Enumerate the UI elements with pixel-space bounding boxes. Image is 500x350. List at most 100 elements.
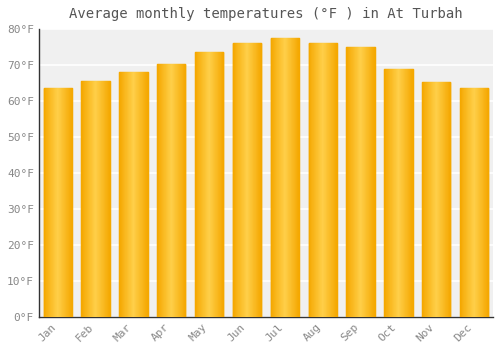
Bar [444, 82, 445, 317]
Bar [255, 43, 256, 317]
Bar [321, 43, 322, 317]
Bar [308, 43, 309, 317]
Bar [374, 47, 375, 317]
Bar [481, 89, 482, 317]
Bar [287, 38, 288, 317]
Bar [428, 82, 429, 317]
Bar [244, 43, 246, 317]
Bar [208, 52, 209, 317]
Bar [209, 52, 210, 317]
Bar [65, 89, 66, 317]
Bar [95, 81, 96, 317]
Bar [185, 64, 186, 317]
Bar [195, 52, 196, 317]
Bar [328, 43, 329, 317]
Bar [241, 43, 242, 317]
Bar [482, 89, 483, 317]
Bar [107, 81, 108, 317]
Bar [173, 64, 174, 317]
Bar [270, 38, 271, 317]
Bar [128, 72, 129, 317]
Bar [435, 82, 436, 317]
Bar [64, 89, 65, 317]
Bar [195, 52, 224, 317]
Bar [286, 38, 287, 317]
Bar [50, 89, 51, 317]
Bar [422, 82, 423, 317]
Bar [212, 52, 213, 317]
Bar [246, 43, 247, 317]
Bar [469, 89, 470, 317]
Bar [320, 43, 321, 317]
Bar [436, 82, 437, 317]
Bar [62, 89, 63, 317]
Bar [238, 43, 239, 317]
Bar [335, 43, 336, 317]
Bar [102, 81, 103, 317]
Bar [351, 47, 352, 317]
Bar [441, 82, 442, 317]
Bar [442, 82, 443, 317]
Bar [94, 81, 95, 317]
Bar [55, 89, 56, 317]
Bar [349, 47, 350, 317]
Bar [127, 72, 128, 317]
Bar [270, 38, 299, 317]
Bar [437, 82, 438, 317]
Bar [276, 38, 277, 317]
Bar [273, 38, 274, 317]
Bar [233, 43, 261, 317]
Bar [485, 89, 486, 317]
Bar [432, 82, 433, 317]
Bar [44, 89, 45, 317]
Bar [443, 82, 444, 317]
Bar [157, 64, 158, 317]
Bar [138, 72, 139, 317]
Bar [104, 81, 105, 317]
Bar [170, 64, 172, 317]
Bar [142, 72, 143, 317]
Bar [210, 52, 211, 317]
Bar [445, 82, 446, 317]
Bar [178, 64, 179, 317]
Bar [284, 38, 285, 317]
Bar [58, 89, 59, 317]
Bar [213, 52, 214, 317]
Bar [350, 47, 351, 317]
Bar [447, 82, 448, 317]
Bar [214, 52, 215, 317]
Bar [174, 64, 176, 317]
Bar [88, 81, 89, 317]
Bar [105, 81, 106, 317]
Bar [370, 47, 371, 317]
Bar [423, 82, 424, 317]
Bar [48, 89, 49, 317]
Bar [474, 89, 476, 317]
Bar [234, 43, 235, 317]
Bar [60, 89, 61, 317]
Bar [205, 52, 206, 317]
Bar [398, 69, 399, 317]
Bar [71, 89, 72, 317]
Bar [275, 38, 276, 317]
Bar [144, 72, 145, 317]
Bar [464, 89, 465, 317]
Bar [157, 64, 186, 317]
Bar [395, 69, 396, 317]
Bar [222, 52, 223, 317]
Bar [129, 72, 130, 317]
Bar [135, 72, 136, 317]
Bar [54, 89, 55, 317]
Bar [196, 52, 197, 317]
Bar [202, 52, 203, 317]
Bar [424, 82, 425, 317]
Bar [403, 69, 404, 317]
Bar [449, 82, 450, 317]
Bar [348, 47, 349, 317]
Bar [406, 69, 407, 317]
Bar [429, 82, 430, 317]
Bar [289, 38, 290, 317]
Bar [211, 52, 212, 317]
Bar [239, 43, 240, 317]
Bar [219, 52, 220, 317]
